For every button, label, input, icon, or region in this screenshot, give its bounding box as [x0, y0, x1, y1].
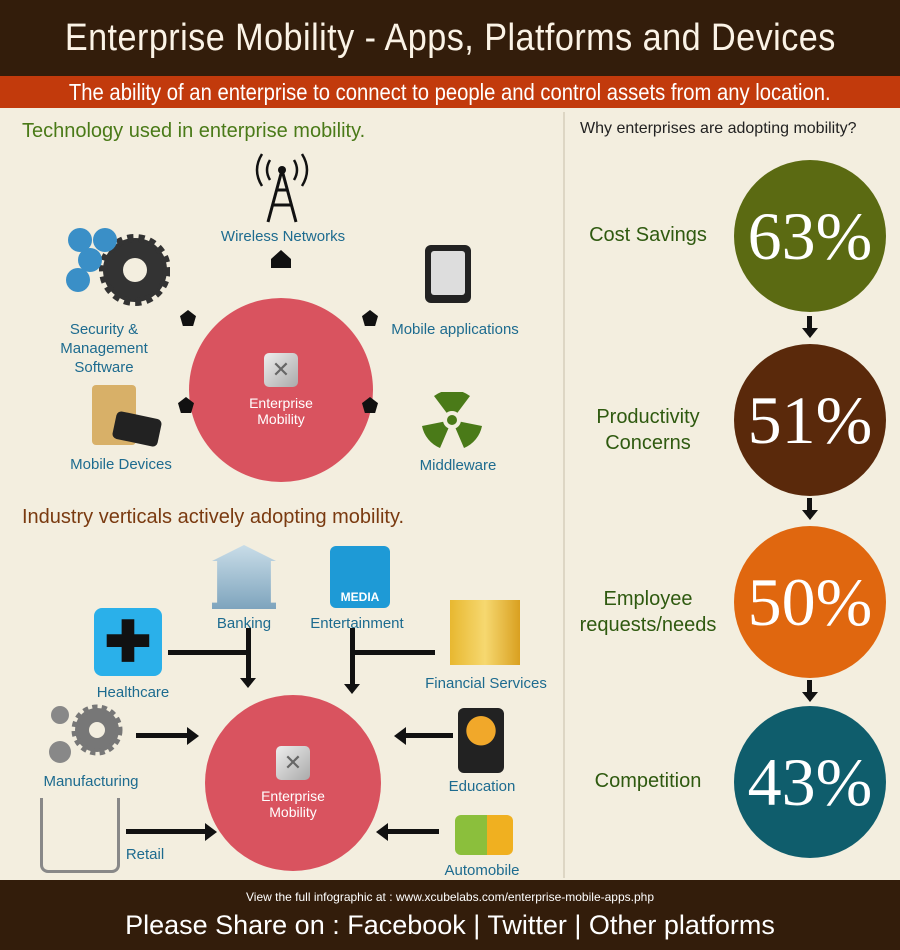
reason-label-competition: Competition	[594, 770, 702, 792]
reason-label-employee: Employee requests/needs	[579, 588, 717, 636]
connector	[168, 650, 248, 655]
arrow-right-icon	[187, 727, 199, 745]
connector	[387, 829, 439, 834]
why-heading: Why enterprises are adopting mobility?	[580, 120, 857, 137]
center-label-1: Enterprise	[261, 788, 325, 804]
page-title: Enterprise Mobility - Apps, Platforms an…	[0, 0, 900, 76]
arrow-down-icon	[802, 510, 818, 520]
graduate-icon	[458, 708, 504, 773]
share-text[interactable]: Please Share on : Facebook | Twitter | O…	[125, 910, 775, 940]
connector	[807, 680, 812, 694]
arrow-icon	[180, 310, 196, 326]
arrow-down-icon	[802, 328, 818, 338]
enterprise-mobility-circle-2: ✕ Enterprise Mobility	[205, 695, 381, 871]
connector	[807, 316, 812, 330]
infographic-link[interactable]: View the full infographic at : www.xcube…	[246, 890, 654, 904]
stat-circle-employee: 50%	[734, 526, 886, 678]
arrow-right-icon	[205, 823, 217, 841]
connector	[405, 733, 453, 738]
antenna-icon	[255, 153, 309, 223]
connector	[807, 498, 812, 512]
subtitle-text: The ability of an enterprise to connect …	[69, 79, 831, 105]
center-label-2: Mobility	[257, 411, 305, 427]
label-healthcare: Healthcare	[96, 684, 170, 701]
radiation-icon	[422, 392, 482, 448]
label-middleware: Middleware	[419, 457, 497, 474]
arrow-down-icon	[802, 692, 818, 702]
connector	[350, 650, 435, 655]
reason-label-cost: Cost Savings	[589, 224, 707, 246]
arrow-left-icon	[376, 823, 388, 841]
label-manufacturing: Manufacturing	[43, 773, 139, 790]
gears-icon	[66, 228, 170, 306]
cube-icon: ✕	[264, 353, 298, 387]
healthcare-cross-icon: ✚	[94, 608, 162, 676]
enterprise-mobility-circle: ✕ Enterprise Mobility	[189, 298, 373, 482]
label-banking: Banking	[216, 615, 272, 632]
connector	[126, 829, 206, 834]
cart-icon	[40, 798, 120, 873]
label-education: Education	[448, 778, 516, 795]
label-retail: Retail	[125, 846, 165, 863]
stat-circle-cost: 63%	[734, 160, 886, 312]
title-text: Enterprise Mobility - Apps, Platforms an…	[64, 17, 836, 59]
arrow-up-icon	[271, 250, 291, 268]
media-badge: MEDIA	[340, 590, 380, 604]
arrow-down-icon	[240, 678, 256, 688]
connector	[136, 733, 188, 738]
arrow-left-icon	[394, 727, 406, 745]
label-financial-services: Financial Services	[425, 675, 547, 692]
label-wireless-networks: Wireless Networks	[220, 228, 346, 245]
label-entertainment: Entertainment	[310, 615, 404, 632]
label-mobile-devices: Mobile Devices	[70, 456, 172, 473]
arrow-down-icon	[344, 684, 360, 694]
mobile-devices-icon	[92, 385, 164, 450]
reason-label-productivity: Productivity Concerns	[596, 406, 700, 454]
mobile-app-icon	[425, 245, 471, 303]
arrow-icon	[362, 397, 378, 413]
arrow-icon	[178, 397, 194, 413]
center-label-1: Enterprise	[249, 395, 313, 411]
coins-icon	[450, 600, 520, 665]
label-automobile: Automobile	[444, 862, 520, 879]
truck-icon	[455, 815, 513, 855]
media-icon: MEDIA	[330, 546, 390, 608]
subtitle-banner: The ability of an enterprise to connect …	[0, 76, 900, 108]
bank-icon	[212, 545, 276, 609]
label-security-management: Security & Management Software	[60, 321, 148, 376]
divider	[563, 112, 565, 878]
arrow-icon	[362, 310, 378, 326]
label-mobile-applications: Mobile applications	[391, 321, 519, 338]
industry-heading: Industry verticals actively adopting mob…	[22, 506, 405, 528]
center-label-2: Mobility	[269, 804, 317, 820]
technology-heading: Technology used in enterprise mobility.	[22, 120, 366, 142]
gears-icon-grey	[49, 704, 123, 763]
cube-icon: ✕	[276, 746, 310, 780]
stat-circle-competition: 43%	[734, 706, 886, 858]
footer: View the full infographic at : www.xcube…	[0, 880, 900, 950]
connector	[350, 628, 355, 685]
stat-circle-productivity: 51%	[734, 344, 886, 496]
connector	[246, 628, 251, 678]
